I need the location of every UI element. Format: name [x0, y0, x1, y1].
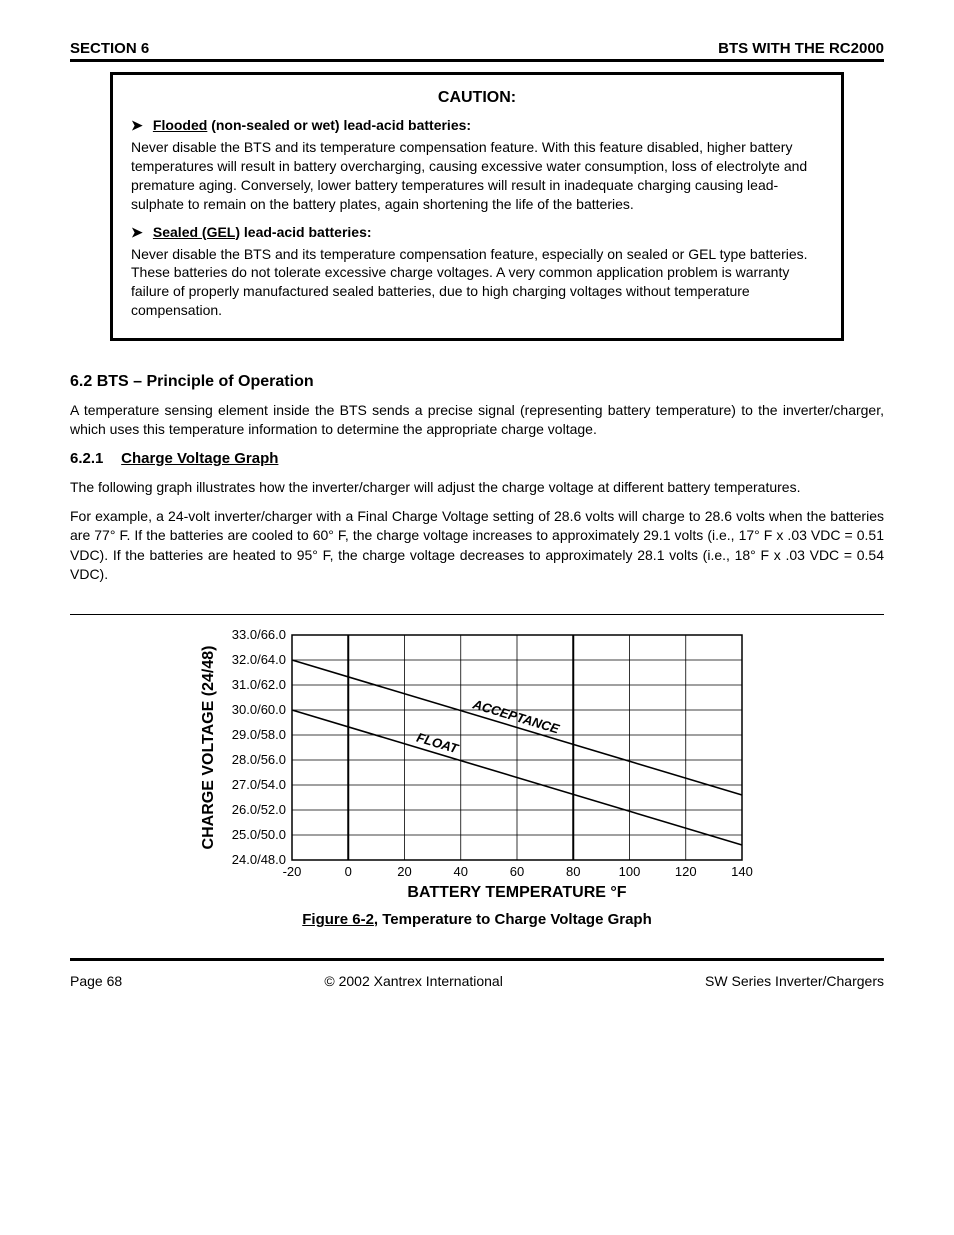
section-heading: 6.2 BTS – Principle of Operation — [70, 373, 884, 391]
svg-text:27.0/54.0: 27.0/54.0 — [232, 777, 286, 792]
caution-lead-underlined: Sealed (GEL) — [153, 224, 240, 240]
caution-box: CAUTION: ➤ Flooded (non-sealed or wet) l… — [110, 72, 844, 341]
caution-lead-underlined: Flooded — [153, 117, 207, 133]
svg-text:120: 120 — [675, 864, 697, 879]
svg-text:28.0/56.0: 28.0/56.0 — [232, 752, 286, 767]
subsection-number: 6.2.1 — [70, 450, 103, 467]
caution-title: CAUTION: — [131, 89, 823, 107]
svg-text:20: 20 — [397, 864, 411, 879]
svg-text:40: 40 — [454, 864, 468, 879]
svg-text:33.0/66.0: 33.0/66.0 — [232, 627, 286, 642]
rule-bottom — [70, 958, 884, 961]
footer-copyright: © 2002 Xantrex International — [324, 973, 502, 989]
caution-body: Never disable the BTS and its temperatur… — [131, 138, 823, 214]
svg-text:32.0/64.0: 32.0/64.0 — [232, 652, 286, 667]
svg-text:BATTERY TEMPERATURE °F: BATTERY TEMPERATURE °F — [407, 884, 626, 901]
footer-product: SW Series Inverter/Chargers — [705, 973, 884, 989]
svg-text:100: 100 — [619, 864, 641, 879]
svg-text:25.0/50.0: 25.0/50.0 — [232, 827, 286, 842]
svg-text:60: 60 — [510, 864, 524, 879]
svg-text:80: 80 — [566, 864, 580, 879]
caution-body: Never disable the BTS and its temperatur… — [131, 245, 823, 321]
chart-svg: -2002040608010012014033.0/66.032.0/64.03… — [197, 625, 757, 905]
svg-text:0: 0 — [345, 864, 352, 879]
section-label: SECTION 6 — [70, 40, 149, 57]
figure-title: , Temperature to Charge Voltage Graph — [374, 911, 652, 928]
svg-text:26.0/52.0: 26.0/52.0 — [232, 802, 286, 817]
section-subject: BTS WITH THE RC2000 — [718, 40, 884, 57]
bullet-icon: ➤ — [131, 224, 143, 241]
figure-label: Figure 6-2 — [302, 911, 374, 928]
svg-text:30.0/60.0: 30.0/60.0 — [232, 702, 286, 717]
caution-item: ➤ Sealed (GEL) lead-acid batteries: Neve… — [131, 224, 823, 321]
svg-text:24.0/48.0: 24.0/48.0 — [232, 852, 286, 867]
caution-lead-rest: (non-sealed or wet) lead-acid batteries: — [207, 117, 471, 133]
figure-chart: -2002040608010012014033.0/66.032.0/64.03… — [70, 625, 884, 928]
footer: Page 68 © 2002 Xantrex International SW … — [70, 973, 884, 989]
svg-text:31.0/62.0: 31.0/62.0 — [232, 677, 286, 692]
rule-above-chart — [70, 614, 884, 615]
svg-text:29.0/58.0: 29.0/58.0 — [232, 727, 286, 742]
bullet-icon: ➤ — [131, 117, 143, 134]
footer-page: Page 68 — [70, 973, 122, 989]
section-paragraph: A temperature sensing element inside the… — [70, 401, 884, 440]
subsection-example: For example, a 24-volt inverter/charger … — [70, 507, 884, 584]
subsection-intro: The following graph illustrates how the … — [70, 478, 884, 497]
section-bts-principle: 6.2 BTS – Principle of Operation A tempe… — [70, 373, 884, 928]
svg-text:140: 140 — [731, 864, 753, 879]
rule-top — [70, 59, 884, 62]
svg-text:CHARGE VOLTAGE (24/48): CHARGE VOLTAGE (24/48) — [200, 646, 217, 850]
caution-item: ➤ Flooded (non-sealed or wet) lead-acid … — [131, 117, 823, 214]
subsection-title: Charge Voltage Graph — [121, 450, 278, 467]
caution-lead-rest: lead-acid batteries: — [240, 224, 372, 240]
